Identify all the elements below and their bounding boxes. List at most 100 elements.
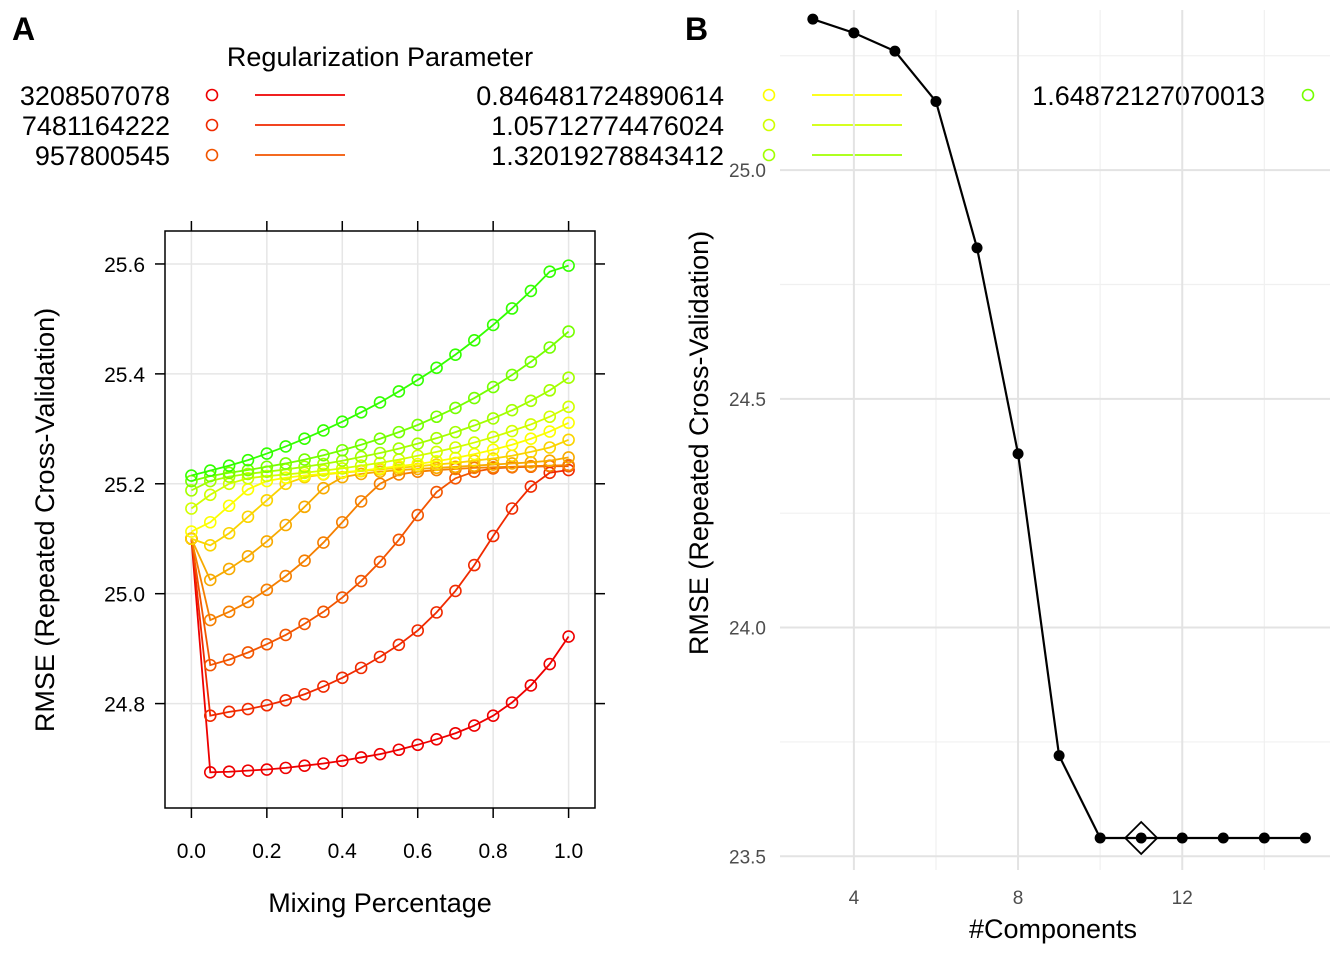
data-point-a [298, 554, 311, 568]
data-point-a [185, 532, 198, 546]
data-point-a [335, 462, 349, 475]
data-point-a [279, 693, 293, 707]
data-point-a [335, 515, 349, 529]
data-point-a [317, 424, 330, 437]
data-point-a [222, 459, 236, 472]
data-point-a [562, 259, 575, 272]
data-point-a [222, 526, 236, 540]
y-tick-label-a: 25.0 [104, 584, 145, 607]
series-path-a [191, 376, 570, 492]
data-point-a [524, 432, 538, 446]
data-point-a [430, 606, 443, 619]
data-point-a [335, 443, 349, 457]
data-point-a [335, 671, 349, 685]
legend-entry: 7481164222 [22, 111, 345, 141]
y-tick-label-b: 24.0 [729, 619, 766, 640]
legend-label: 1.64872127070013 [1032, 81, 1265, 111]
data-point-a [260, 535, 274, 548]
data-point-b [1258, 832, 1270, 844]
series-path-b [812, 18, 1306, 840]
data-point-a [562, 325, 575, 338]
data-point-a [317, 467, 330, 481]
data-point-a [562, 458, 575, 472]
data-point-a [486, 412, 500, 425]
data-point-b [1053, 750, 1065, 762]
data-point-a [203, 613, 217, 627]
data-point-a [317, 464, 330, 477]
series-path-a [190, 406, 570, 510]
x-tick-label-a: 0.6 [403, 840, 432, 863]
data-point-a [524, 394, 538, 408]
y-tick-label-b: 25.0 [729, 161, 766, 182]
data-point-a [317, 457, 330, 471]
data-point-a [354, 661, 368, 675]
data-point-a [411, 418, 425, 432]
data-point-a [449, 425, 462, 439]
data-point-a [524, 418, 538, 431]
data-point-b [1012, 448, 1024, 460]
data-point-a [505, 368, 519, 382]
data-point-a [335, 591, 349, 604]
data-point-a [298, 460, 311, 474]
data-point-a [543, 441, 557, 454]
data-point-a [241, 467, 255, 481]
x-tick-label-a: 0.4 [328, 840, 358, 863]
data-point-a [543, 341, 557, 354]
data-point-a [524, 355, 538, 369]
data-point-a [562, 630, 575, 643]
data-point-a [430, 485, 443, 499]
data-point-a [467, 334, 481, 347]
data-point-a [241, 646, 255, 659]
data-point-b [1135, 832, 1147, 844]
data-point-a [392, 743, 406, 757]
data-point-a [298, 617, 311, 631]
data-point-a [260, 469, 274, 483]
data-point-a [411, 457, 425, 471]
data-point-a [203, 573, 217, 587]
series-path-a [190, 538, 570, 774]
data-point-a [222, 499, 236, 513]
data-point-b [1094, 832, 1106, 844]
data-point-a [505, 302, 519, 315]
data-point-a [203, 515, 217, 529]
data-point-a [298, 432, 311, 446]
data-point-a [317, 536, 330, 549]
data-point-a [486, 443, 500, 457]
series-line-a [185, 325, 575, 488]
data-point-a [543, 384, 557, 397]
x-axis-label-b: #Components [969, 914, 1137, 944]
data-point-a [467, 558, 481, 572]
data-point-a [373, 446, 387, 460]
ticks-b: 4 8 12 23.5 24.0 24.5 25.0 [729, 161, 1193, 909]
data-point-a [241, 595, 255, 609]
data-point-a [411, 738, 425, 752]
data-point-a [543, 657, 557, 671]
data-point-a [505, 696, 519, 709]
panel-label-b: B [685, 11, 708, 47]
data-point-b [930, 95, 942, 107]
data-point-a [486, 318, 500, 332]
series-line-a [185, 400, 575, 515]
data-point-a [505, 403, 519, 417]
data-point-a [279, 518, 293, 532]
data-point-a [260, 637, 274, 651]
data-point-b [1176, 832, 1188, 844]
data-point-a [260, 493, 274, 507]
x-tick-label-b: 4 [849, 888, 860, 909]
data-point-a [317, 680, 330, 693]
data-point-a [354, 574, 368, 588]
legend-entry: 957800545 [35, 141, 345, 171]
data-point-a [562, 371, 575, 385]
data-point-a [203, 464, 217, 477]
data-point-a [562, 451, 575, 464]
data-point-a [486, 430, 500, 444]
data-point-a [430, 454, 443, 468]
data-point-a [241, 463, 255, 477]
data-point-a [354, 751, 368, 764]
series-b [807, 13, 1311, 856]
data-point-a [298, 759, 311, 772]
data-point-a [241, 702, 255, 716]
series-path-a [191, 330, 570, 482]
x-axis-label-a: Mixing Percentage [268, 888, 492, 918]
